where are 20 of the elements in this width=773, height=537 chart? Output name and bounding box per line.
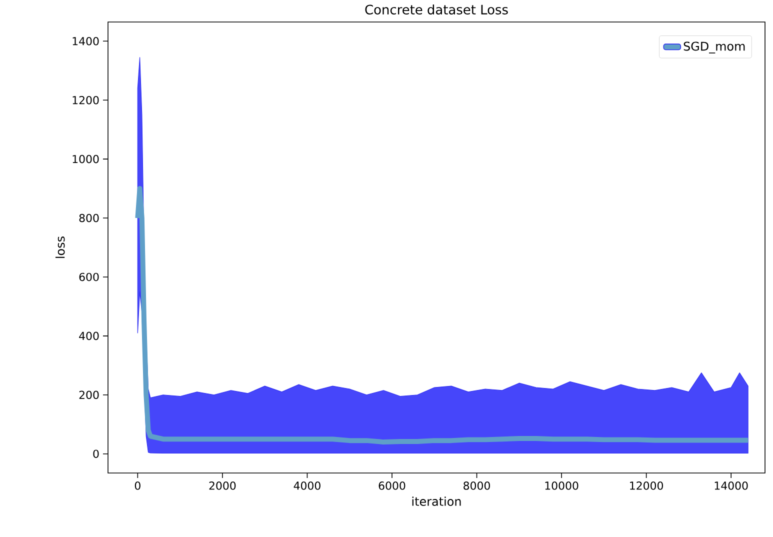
y-axis-title: loss [56, 236, 65, 258]
x-tick-label: 6000 [378, 482, 406, 490]
x-tick-label: 0 [134, 482, 140, 490]
y-tick-label: 400 [79, 332, 99, 340]
chart-title: Concrete dataset Loss [365, 4, 508, 14]
y-tick-label: 1000 [72, 154, 99, 164]
y-tick-label: 200 [79, 390, 99, 400]
y-tick-label: 1400 [72, 37, 99, 46]
x-tick-label: 8000 [464, 482, 490, 490]
y-tick-label: 600 [79, 272, 99, 282]
x-tick-label: 12000 [630, 482, 664, 490]
x-tick-label: 2000 [209, 482, 236, 490]
y-tick-label: 800 [79, 214, 99, 222]
y-tick-label: 1200 [72, 96, 99, 104]
x-tick-label: 10000 [545, 482, 578, 490]
x-axis-title: iteration [412, 496, 461, 506]
legend-label: SGD_mom [684, 42, 745, 54]
x-tick-label: 4000 [294, 482, 320, 490]
y-tick-label: 0 [93, 450, 99, 458]
x-tick-label: 14000 [714, 482, 748, 490]
